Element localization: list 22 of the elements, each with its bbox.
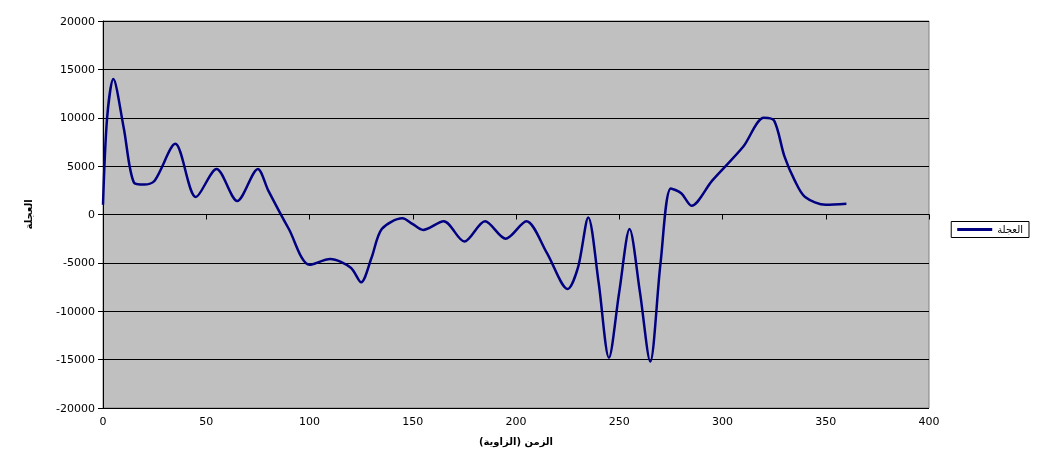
y-tick-label: 0 [88,208,95,221]
y-axis-title: العجلة [22,199,34,230]
y-tick-label: 5000 [67,159,95,173]
x-tick-label: 400 [918,415,940,428]
y-tick-label: 10000 [60,111,95,125]
y-tick-label: -15000 [56,353,95,367]
x-tick-label: 150 [402,415,424,428]
y-tick-label: 15000 [60,62,95,76]
x-tick-label: 100 [299,415,320,428]
line-series [101,77,848,363]
x-tick-label: 200 [505,415,527,428]
legend-label: العجلة [997,224,1023,235]
x-tick-label: 350 [815,415,837,428]
y-tick-label: -10000 [56,304,95,318]
x-tick-label: 300 [712,415,733,428]
y-tick-label: -5000 [63,256,95,270]
x-tick-label: 50 [199,415,214,428]
x-tick-label: 0 [99,415,107,428]
x-axis-title: الزمن (الزاوية) [478,435,554,448]
y-tick-label: -20000 [56,401,95,415]
x-tick-label: 250 [608,415,630,428]
y-tick-label: 20000 [60,14,95,28]
